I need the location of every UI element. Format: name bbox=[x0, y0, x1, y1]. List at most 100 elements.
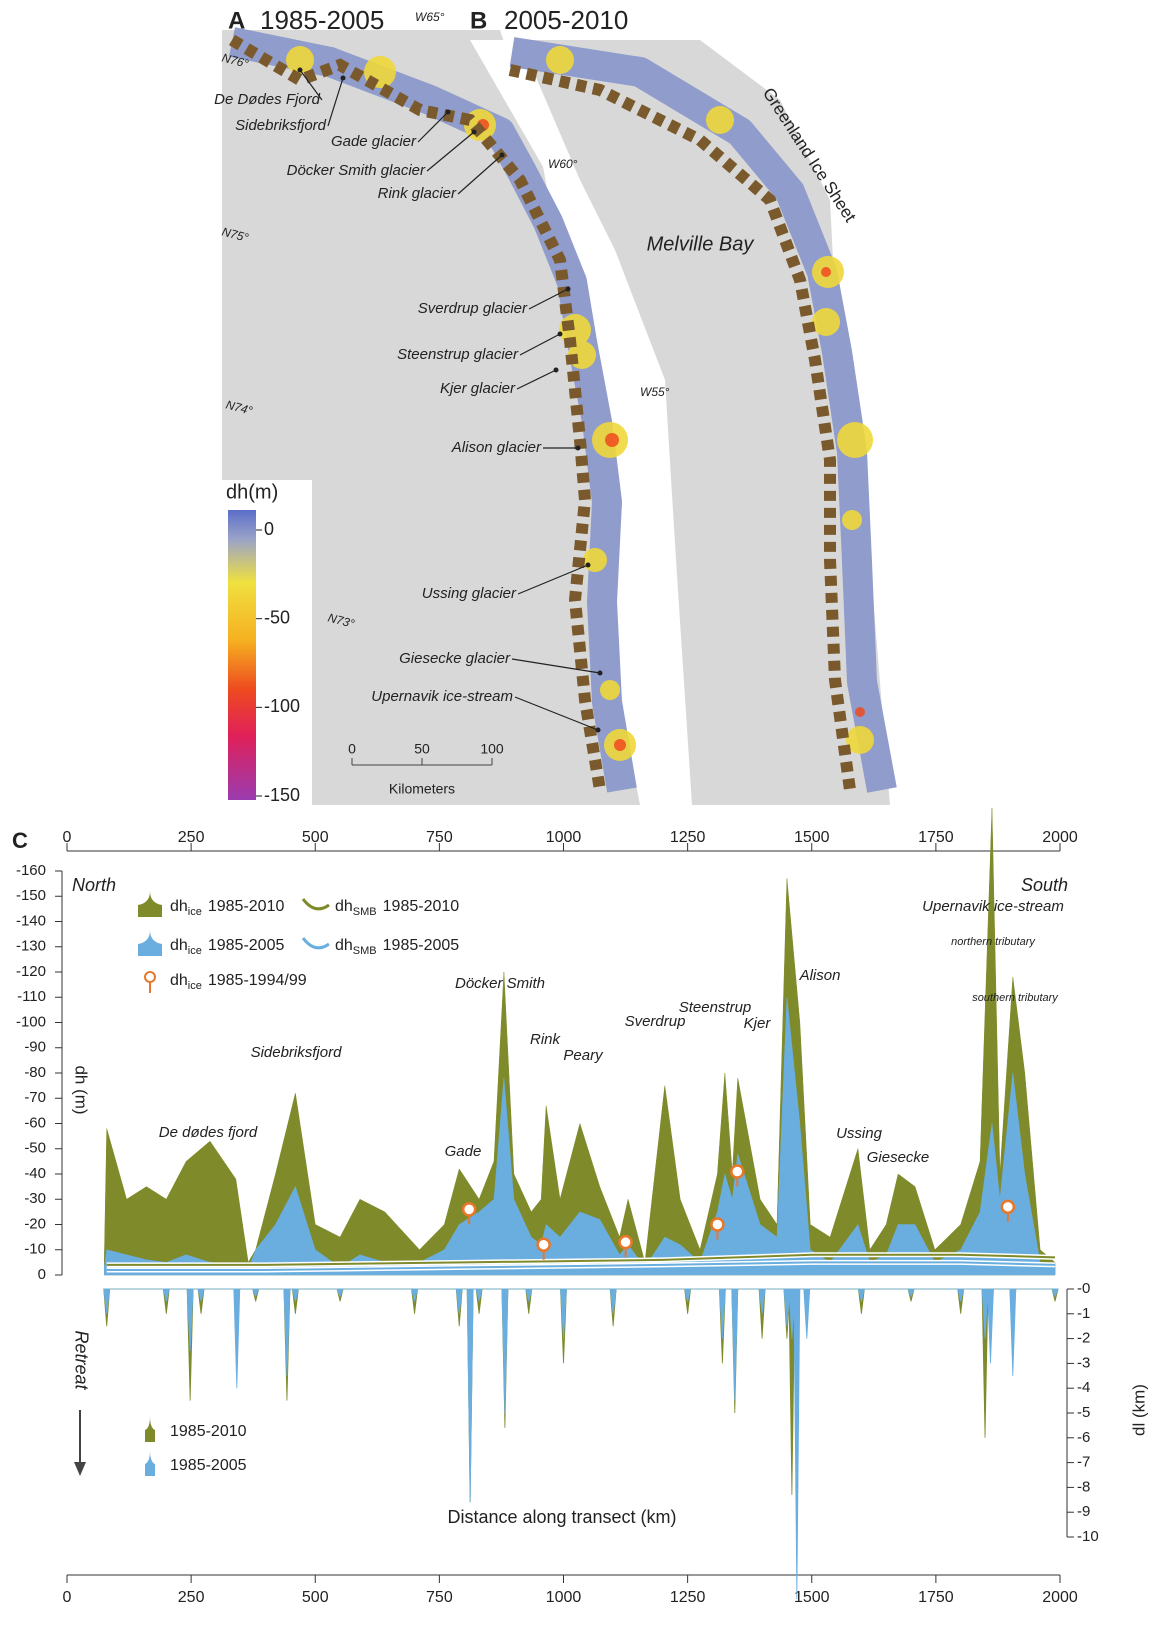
glacier-label: Upernavik ice-stream bbox=[371, 688, 513, 705]
legend-name: dh bbox=[170, 937, 188, 954]
map-strong-melt bbox=[477, 119, 865, 751]
legend-period: 1985-1994/99 bbox=[208, 972, 307, 989]
y2-tick-label: -9 bbox=[1077, 1503, 1090, 1520]
y2-tick-label: -8 bbox=[1077, 1478, 1090, 1495]
retreat-arrowhead bbox=[74, 1462, 86, 1476]
glacier-annotation: Döcker Smith bbox=[455, 975, 545, 992]
x-tick-label: 750 bbox=[426, 829, 453, 846]
retreat-label: Retreat bbox=[71, 1330, 91, 1390]
glacier-annotation: Steenstrup bbox=[679, 999, 752, 1016]
legend-label: dhSMB 1985-2005 bbox=[335, 937, 459, 957]
legend-label: dhice 1985-1994/99 bbox=[170, 972, 307, 992]
legend-name: 1985-2010 bbox=[170, 1423, 247, 1440]
legend-name: dh bbox=[335, 898, 353, 915]
scalebar-unit: Kilometers bbox=[389, 781, 455, 797]
leader-line bbox=[516, 369, 557, 390]
y-tick-label: 0 bbox=[38, 1266, 46, 1283]
glacier-point bbox=[565, 286, 571, 292]
x-tick-label: 750 bbox=[426, 1589, 453, 1606]
glacier-label: De Dødes Fjord bbox=[214, 91, 321, 108]
y-tick-label: -140 bbox=[16, 912, 46, 929]
scalebar-label: 0 bbox=[348, 741, 356, 757]
leader-line bbox=[511, 658, 601, 674]
leader-line bbox=[426, 131, 475, 172]
legend-swatch bbox=[301, 898, 330, 911]
legend-swatch bbox=[138, 930, 162, 956]
y-tick-label: -130 bbox=[16, 938, 46, 955]
legend-swatch bbox=[301, 937, 330, 950]
legend-subscript: SMB bbox=[353, 906, 377, 918]
leader-line bbox=[417, 111, 449, 143]
y-tick-label: -100 bbox=[16, 1013, 46, 1030]
graticule-label: N73° bbox=[326, 610, 356, 631]
legend-label: dhSMB 1985-2010 bbox=[335, 898, 459, 918]
y-tick-label: -110 bbox=[17, 988, 46, 1005]
colorbar-label: -150 bbox=[264, 785, 300, 805]
graticule-label: W60° bbox=[548, 157, 578, 171]
map-rock-a bbox=[228, 34, 606, 791]
colorbar-label: 0 bbox=[264, 519, 274, 539]
glacier-annotation: Giesecke bbox=[867, 1149, 930, 1166]
x-tick-label: 1500 bbox=[794, 1589, 830, 1606]
y2-tick-label: -0 bbox=[1077, 1280, 1090, 1297]
leader-line bbox=[517, 564, 589, 595]
scalebar-label: 50 bbox=[414, 741, 430, 757]
x-tick-label: 0 bbox=[63, 829, 72, 846]
colorbar-title: dh(m) bbox=[226, 481, 278, 503]
glacier-label: Sverdrup glacier bbox=[418, 300, 528, 317]
y2-tick-label: -4 bbox=[1077, 1379, 1090, 1396]
y-axis-label: dh (m) bbox=[72, 1065, 91, 1114]
legend-swatch bbox=[145, 1416, 155, 1442]
legend-name: dh bbox=[170, 898, 188, 915]
place-label: Melville Bay bbox=[647, 233, 755, 255]
glacier-point bbox=[340, 75, 346, 81]
dh-area bbox=[103, 807, 1056, 1276]
glacier-point bbox=[553, 367, 559, 373]
legend-name: dh bbox=[170, 972, 188, 989]
legend-label: dhice 1985-2005 bbox=[170, 937, 284, 957]
y-tick-label: -30 bbox=[24, 1190, 46, 1207]
legend-subscript: ice bbox=[188, 945, 202, 957]
y2-tick-label: -7 bbox=[1077, 1454, 1090, 1471]
map: dh(m) Kilometers A 1985-2005 B 2005-2010… bbox=[222, 5, 897, 805]
panel-letter: A bbox=[228, 7, 245, 34]
glacier-label: Sidebriksfjord bbox=[235, 117, 327, 134]
glacier-point bbox=[575, 445, 581, 451]
glacier-annotation: Peary bbox=[563, 1047, 604, 1064]
y2-tick-label: -10 bbox=[1077, 1528, 1099, 1545]
y2-tick-label: -3 bbox=[1077, 1354, 1090, 1371]
x-tick-label: 500 bbox=[302, 1589, 329, 1606]
legend-swatch bbox=[144, 971, 156, 983]
leader-line bbox=[327, 77, 344, 127]
glacier-annotation: northern tributary bbox=[951, 936, 1036, 948]
legend-subscript: ice bbox=[188, 906, 202, 918]
south-label: South bbox=[1021, 875, 1068, 895]
survey-marker bbox=[710, 1217, 725, 1240]
leader-line bbox=[299, 69, 323, 101]
x-tick-label: 2000 bbox=[1042, 829, 1078, 846]
y2-axis-label: dl (km) bbox=[1129, 1384, 1148, 1436]
map-channel bbox=[470, 40, 692, 805]
y-tick-label: -160 bbox=[16, 862, 46, 879]
survey-marker bbox=[730, 1164, 745, 1187]
leader-line bbox=[514, 696, 599, 731]
legend-label: dhice 1985-2010 bbox=[170, 898, 284, 918]
graticule-label: N74° bbox=[224, 397, 254, 418]
survey-marker bbox=[461, 1202, 477, 1225]
colorbar-label: -100 bbox=[264, 696, 300, 716]
smb-line bbox=[106, 1261, 1056, 1271]
glacier-point bbox=[499, 152, 505, 158]
smb-line bbox=[106, 1253, 1056, 1266]
glacier-annotation: Rink bbox=[530, 1031, 562, 1048]
x-tick-label: 500 bbox=[302, 829, 329, 846]
y-tick-label: -10 bbox=[24, 1241, 46, 1258]
glacier-label: Ussing glacier bbox=[422, 585, 517, 602]
legend-period: 1985-2005 bbox=[208, 937, 285, 954]
x-tick-label: 1000 bbox=[546, 829, 582, 846]
graticule-label: N75° bbox=[220, 224, 250, 245]
legend-swatch bbox=[138, 891, 162, 917]
y2-tick-label: -2 bbox=[1077, 1330, 1090, 1347]
retreat-area bbox=[103, 1288, 1059, 1600]
graticule-label: W55° bbox=[640, 385, 670, 399]
legend-period: 1985-2005 bbox=[383, 937, 460, 954]
